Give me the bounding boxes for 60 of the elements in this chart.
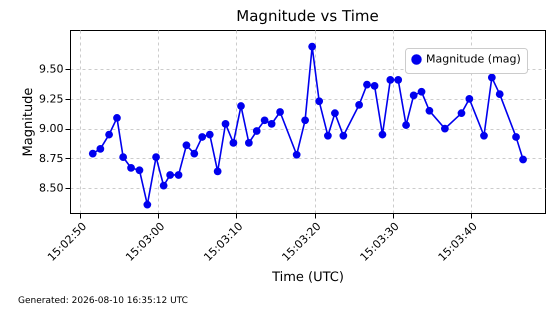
point (143, 200, 152, 209)
point (363, 80, 371, 89)
point (410, 91, 418, 100)
point (370, 82, 378, 90)
point (378, 130, 386, 138)
point (113, 114, 121, 122)
point (402, 121, 410, 129)
point (127, 164, 135, 172)
y-axis-title: Magnitude (21, 88, 36, 156)
point (465, 95, 474, 103)
point (276, 108, 284, 116)
point (496, 90, 504, 98)
point (174, 171, 182, 179)
point (339, 132, 348, 140)
point (88, 150, 97, 158)
point (519, 156, 527, 164)
point (268, 120, 276, 128)
point (244, 139, 253, 147)
point (237, 102, 245, 110)
point (418, 88, 426, 96)
point (260, 116, 268, 124)
y-tick-label: 8.75 (39, 152, 64, 165)
point (386, 76, 394, 84)
point (222, 120, 230, 128)
point (119, 153, 128, 162)
point (182, 141, 190, 150)
point (301, 116, 309, 124)
point (308, 42, 316, 50)
y-tick-label: 9.25 (39, 92, 64, 106)
chart-title: Magnitude vs Time (236, 7, 379, 25)
point (152, 153, 160, 162)
point (426, 106, 434, 115)
point (214, 168, 222, 176)
y-tick-label: 9.00 (39, 122, 64, 136)
point (480, 132, 488, 140)
point (331, 109, 339, 118)
point (198, 133, 206, 141)
point (96, 144, 104, 153)
point (355, 101, 363, 109)
legend-label: Magnitude (mag) (426, 52, 521, 66)
point (441, 124, 449, 132)
point (458, 109, 466, 118)
point (324, 132, 332, 140)
point (315, 97, 324, 106)
point (488, 74, 496, 82)
point (190, 150, 198, 158)
text: Generated: 2026-08-10 16:35:12 UTC (18, 296, 188, 306)
point (206, 130, 214, 138)
point (230, 139, 238, 147)
y-tick-label: 8.50 (39, 182, 64, 195)
x-axis-title: Time (UTC) (271, 270, 344, 286)
point (166, 171, 174, 179)
point (292, 150, 301, 159)
point (512, 133, 520, 141)
point (160, 182, 168, 190)
point (252, 127, 261, 135)
point (105, 130, 113, 138)
point (136, 166, 144, 174)
y-tick-label: 9.50 (39, 62, 64, 76)
point (394, 76, 402, 84)
